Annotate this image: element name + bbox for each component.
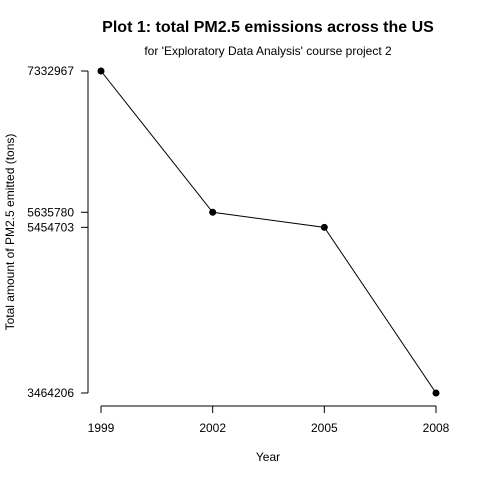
x-axis-label: Year — [256, 450, 280, 464]
y-axis-label: Total amount of PM2.5 emitted (tons) — [3, 134, 17, 331]
y-tick-label: 3464206 — [27, 386, 74, 400]
y-tick-label: 5635780 — [27, 205, 74, 219]
y-tick-label: 7332967 — [27, 64, 74, 78]
x-tick-label: 1999 — [88, 421, 115, 435]
chart-title: Plot 1: total PM2.5 emissions across the… — [102, 19, 434, 36]
x-tick-label: 2005 — [311, 421, 338, 435]
data-point-2002 — [209, 208, 217, 216]
data-series — [97, 67, 440, 397]
y-tick-label: 5454703 — [27, 220, 74, 234]
series-line — [100, 70, 437, 394]
data-point-2008 — [432, 389, 440, 397]
x-tick-label: 2002 — [199, 421, 226, 435]
data-point-1999 — [97, 67, 105, 75]
x-axis-ticks: 1999 2002 2005 2008 — [88, 406, 450, 435]
chart-subtitle: for 'Exploratory Data Analysis' course p… — [144, 44, 392, 58]
data-point-2005 — [320, 223, 328, 231]
x-tick-label: 2008 — [423, 421, 450, 435]
